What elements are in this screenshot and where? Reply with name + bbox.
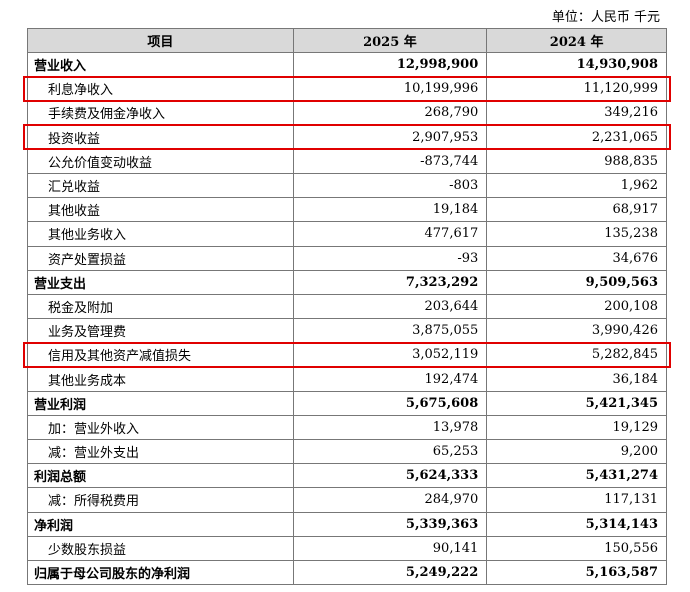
cell-value: 5,249,222: [292, 559, 488, 586]
table-row: 其他业务收入 477,617 135,238: [27, 221, 667, 247]
cell-value: -873,744: [292, 148, 488, 174]
header-cell: 2024 年: [486, 28, 667, 53]
cell-value: 9,200: [486, 438, 667, 465]
table-row: 减：所得税费用 284,970 117,131: [27, 487, 667, 513]
cell-value: 68,917: [486, 197, 667, 223]
cell-value: 117,131: [486, 487, 667, 513]
row-label: 信用及其他资产减值损失: [27, 342, 294, 368]
table-row: 加：营业外收入 13,978 19,129: [27, 414, 667, 441]
table-row: 利润总额 5,624,333 5,431,274: [27, 463, 667, 489]
table-row: 其他收益 19,184 68,917: [27, 197, 667, 223]
cell-value: 477,617: [292, 221, 488, 247]
cell-value: 13,978: [292, 414, 488, 441]
table-row: 资产处置损益 -93 34,676: [27, 245, 667, 271]
cell-value: 19,129: [486, 414, 667, 441]
cell-value: 5,282,845: [486, 342, 667, 368]
table-row: 投资收益 2,907,953 2,231,065: [27, 124, 667, 150]
row-label: 加：营业外收入: [27, 414, 294, 441]
table-row: 营业利润 5,675,608 5,421,345: [27, 390, 667, 416]
cell-value: 5,624,333: [292, 463, 488, 489]
row-label: 减：营业外支出: [27, 438, 294, 465]
table-row: 减：营业外支出 65,253 9,200: [27, 438, 667, 465]
table-row: 净利润 5,339,363 5,314,143: [27, 511, 667, 537]
row-label: 其他业务收入: [27, 221, 294, 247]
cell-value: 268,790: [292, 100, 488, 126]
row-label: 营业支出: [27, 269, 294, 295]
table-row: 营业支出 7,323,292 9,509,563: [27, 269, 667, 295]
cell-value: 90,141: [292, 535, 488, 561]
cell-value: 7,323,292: [292, 269, 488, 295]
row-label: 公允价值变动收益: [27, 148, 294, 174]
row-label: 手续费及佣金净收入: [27, 100, 294, 126]
header-cell: 项目: [27, 28, 294, 53]
cell-value: 150,556: [486, 535, 667, 561]
row-label: 其他收益: [27, 197, 294, 223]
cell-value: 36,184: [486, 366, 667, 392]
cell-value: 5,163,587: [486, 559, 667, 586]
table-row: 营业收入 12,998,900 14,930,908: [27, 51, 667, 78]
row-label: 其他业务成本: [27, 366, 294, 392]
cell-value: 19,184: [292, 197, 488, 223]
cell-value: 135,238: [486, 221, 667, 247]
cell-value: 988,835: [486, 148, 667, 174]
table-row: 其他业务成本 192,474 36,184: [27, 366, 667, 392]
cell-value: 12,998,900: [292, 51, 488, 78]
row-label: 归属于母公司股东的净利润: [27, 559, 294, 586]
cell-value: -803: [292, 172, 488, 199]
cell-value: 3,990,426: [486, 318, 667, 344]
table-row: 税金及附加 203,644 200,108: [27, 293, 667, 320]
cell-value: 3,875,055: [292, 318, 488, 344]
income-table: 项目 2025 年 2024 年 营业收入 12,998,900 14,930,90…: [27, 28, 667, 586]
cell-value: 284,970: [292, 487, 488, 513]
table-row: 归属于母公司股东的净利润 5,249,222 5,163,587: [27, 559, 667, 586]
cell-value: 11,120,999: [486, 76, 667, 102]
row-label: 利润总额: [27, 463, 294, 489]
cell-value: 10,199,996: [292, 76, 488, 102]
cell-value: 14,930,908: [486, 51, 667, 78]
cell-value: 5,314,143: [486, 511, 667, 537]
cell-value: 9,509,563: [486, 269, 667, 295]
row-label: 汇兑收益: [27, 172, 294, 199]
cell-value: 1,962: [486, 172, 667, 199]
cell-value: 5,339,363: [292, 511, 488, 537]
table-body: 营业收入 12,998,900 14,930,908 利息净收入 10,199,996 1…: [27, 51, 667, 586]
header-row: 项目 2025 年 2024 年: [27, 28, 667, 53]
table-row: 手续费及佣金净收入 268,790 349,216: [27, 100, 667, 126]
cell-value: 192,474: [292, 366, 488, 392]
table-row: 信用及其他资产减值损失 3,052,119 5,282,845: [27, 342, 667, 368]
cell-value: 2,907,953: [292, 124, 488, 150]
cell-value: 34,676: [486, 245, 667, 271]
row-label: 营业利润: [27, 390, 294, 416]
header-cell: 2025 年: [292, 28, 488, 53]
table-row: 公允价值变动收益 -873,744 988,835: [27, 148, 667, 174]
table-row: 利息净收入 10,199,996 11,120,999: [27, 76, 667, 102]
cell-value: -93: [292, 245, 488, 271]
unit-note: 单位：人民币 千元: [551, 10, 660, 25]
cell-value: 3,052,119: [292, 342, 488, 368]
cell-value: 2,231,065: [486, 124, 667, 150]
row-label: 少数股东损益: [27, 535, 294, 561]
row-label: 减：所得税费用: [27, 487, 294, 513]
cell-value: 203,644: [292, 293, 488, 320]
table-row: 业务及管理费 3,875,055 3,990,426: [27, 318, 667, 344]
table-row: 少数股东损益 90,141 150,556: [27, 535, 667, 561]
cell-value: 5,431,274: [486, 463, 667, 489]
row-label: 资产处置损益: [27, 245, 294, 271]
cell-value: 200,108: [486, 293, 667, 320]
cell-value: 5,675,608: [292, 390, 488, 416]
cell-value: 5,421,345: [486, 390, 667, 416]
row-label: 税金及附加: [27, 293, 294, 320]
table-row: 汇兑收益 -803 1,962: [27, 172, 667, 199]
cell-value: 349,216: [486, 100, 667, 126]
cell-value: 65,253: [292, 438, 488, 465]
row-label: 利息净收入: [27, 76, 294, 102]
row-label: 营业收入: [27, 51, 294, 78]
row-label: 业务及管理费: [27, 318, 294, 344]
row-label: 净利润: [27, 511, 294, 537]
row-label: 投资收益: [27, 124, 294, 150]
